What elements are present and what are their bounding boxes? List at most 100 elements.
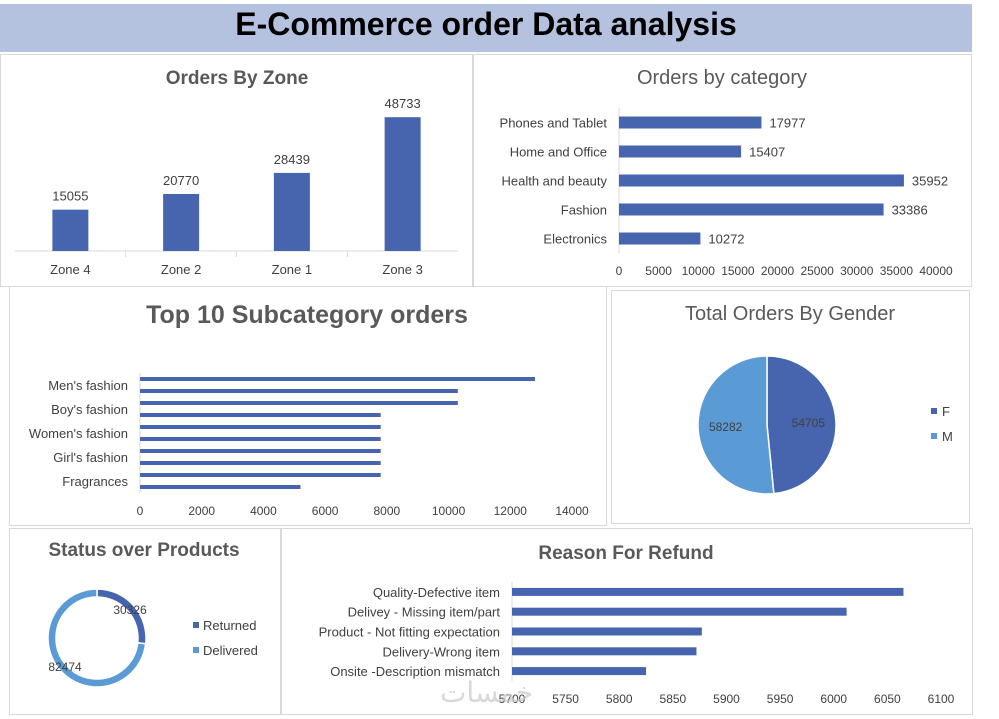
refund-label: Delivey - Missing item/part <box>348 605 501 620</box>
zone-data-label: 20770 <box>163 173 199 188</box>
refund-x-tick: 5750 <box>552 692 579 706</box>
gender-slice-label: 58282 <box>709 420 743 434</box>
refund-x-tick: 5950 <box>767 692 794 706</box>
subcategory-bar <box>140 485 301 489</box>
category-x-tick: 25000 <box>800 264 834 278</box>
category-label: Home and Office <box>510 145 607 160</box>
category-label: Health and beauty <box>501 174 607 189</box>
subcategory-bar <box>140 389 458 393</box>
subcategory-x-tick: 8000 <box>374 504 401 518</box>
status-legend-swatch <box>193 647 199 653</box>
category-data-label: 15407 <box>749 145 785 160</box>
status-legend-label: Delivered <box>203 643 258 658</box>
category-chart-title: Orders by category <box>637 67 807 89</box>
category-x-tick: 0 <box>616 264 623 278</box>
subcategory-bar <box>140 413 381 417</box>
refund-x-tick: 5800 <box>606 692 633 706</box>
zone-category-label: Zone 1 <box>272 262 312 277</box>
gender-legend-swatch <box>931 408 937 414</box>
status-chart-title: Status over Products <box>48 540 239 561</box>
subcategory-label: Girl's fashion <box>53 450 128 465</box>
refund-x-tick: 6000 <box>820 692 847 706</box>
subcategory-bar <box>140 377 535 381</box>
subcategory-label: Women's fashion <box>29 426 128 441</box>
category-data-label: 17977 <box>769 116 805 131</box>
refund-label: Onsite -Description mismatch <box>330 664 500 679</box>
category-x-tick: 30000 <box>840 264 874 278</box>
zone-bar <box>273 172 310 251</box>
refund-x-tick: 6050 <box>874 692 901 706</box>
watermark-logo: خمسات <box>440 676 534 709</box>
category-bar <box>619 145 742 158</box>
status-legend-label: Returned <box>203 618 256 633</box>
category-x-tick: 10000 <box>682 264 716 278</box>
zone-bar <box>163 193 200 251</box>
subcategory-bar <box>140 461 381 465</box>
subcategory-bar <box>140 437 381 441</box>
subcategory-bar <box>140 473 381 477</box>
subcategory-x-tick: 0 <box>137 504 144 518</box>
category-data-label: 35952 <box>912 174 948 189</box>
category-bar <box>619 203 884 216</box>
subcategory-label: Boy's fashion <box>51 402 128 417</box>
subcategory-x-tick: 10000 <box>432 504 466 518</box>
zone-chart-title: Orders By Zone <box>166 68 309 89</box>
title-banner <box>0 4 972 52</box>
gender-pie-slice <box>766 355 837 495</box>
category-data-label: 10272 <box>708 232 744 247</box>
gender-chart-title: Total Orders By Gender <box>685 303 895 325</box>
subcategory-bar <box>140 449 381 453</box>
refund-bar <box>512 587 904 596</box>
refund-label: Product - Not fitting expectation <box>319 625 500 640</box>
category-bar <box>619 174 904 187</box>
gender-legend-label: M <box>942 429 953 444</box>
category-x-tick: 20000 <box>761 264 795 278</box>
category-label: Phones and Tablet <box>500 116 608 131</box>
category-x-tick: 40000 <box>919 264 953 278</box>
gender-legend-swatch <box>931 433 937 439</box>
category-label: Electronics <box>543 232 607 247</box>
refund-x-tick: 5850 <box>660 692 687 706</box>
status-returned-label: 30326 <box>113 603 147 617</box>
refund-x-tick: 5700 <box>499 692 526 706</box>
category-bar <box>619 232 701 245</box>
refund-label: Quality-Defective item <box>373 585 500 600</box>
dashboard-title: E-Commerce order Data analysis <box>235 6 737 42</box>
gender-legend-label: F <box>942 404 950 419</box>
zone-category-label: Zone 3 <box>382 262 422 277</box>
category-x-tick: 35000 <box>880 264 914 278</box>
subcategory-x-tick: 2000 <box>188 504 215 518</box>
status-delivered-label: 82474 <box>48 660 82 674</box>
zone-bar <box>384 117 421 251</box>
panel-orders-by-category <box>473 54 972 287</box>
gender-pie-slice <box>697 355 775 495</box>
refund-x-tick: 6100 <box>928 692 955 706</box>
gender-slice-label: 54705 <box>792 416 826 430</box>
category-x-tick: 5000 <box>645 264 672 278</box>
subcategory-bar <box>140 425 381 429</box>
zone-category-label: Zone 4 <box>50 262 90 277</box>
subcategory-x-tick: 14000 <box>555 504 589 518</box>
zone-data-label: 28439 <box>274 152 310 167</box>
status-legend-swatch <box>193 622 199 628</box>
zone-data-label: 48733 <box>385 96 421 111</box>
category-x-tick: 15000 <box>721 264 755 278</box>
zone-bar <box>52 209 89 251</box>
subcategory-x-tick: 12000 <box>494 504 528 518</box>
subcategory-x-tick: 4000 <box>250 504 277 518</box>
refund-bar <box>512 627 702 636</box>
subcategory-bar <box>140 401 458 405</box>
status-donut-segment <box>47 588 147 688</box>
category-data-label: 33386 <box>892 203 928 218</box>
panel-top-subcategory <box>9 286 607 526</box>
subcategory-label: Men's fashion <box>48 378 128 393</box>
zone-category-label: Zone 2 <box>161 262 201 277</box>
refund-bar <box>512 667 647 676</box>
refund-label: Delivery-Wrong item <box>382 644 500 659</box>
subcategory-x-tick: 6000 <box>312 504 339 518</box>
refund-x-tick: 5900 <box>713 692 740 706</box>
refund-bar <box>512 647 697 656</box>
subcategory-label: Fragrances <box>62 474 128 489</box>
refund-chart-title: Reason For Refund <box>538 543 713 564</box>
